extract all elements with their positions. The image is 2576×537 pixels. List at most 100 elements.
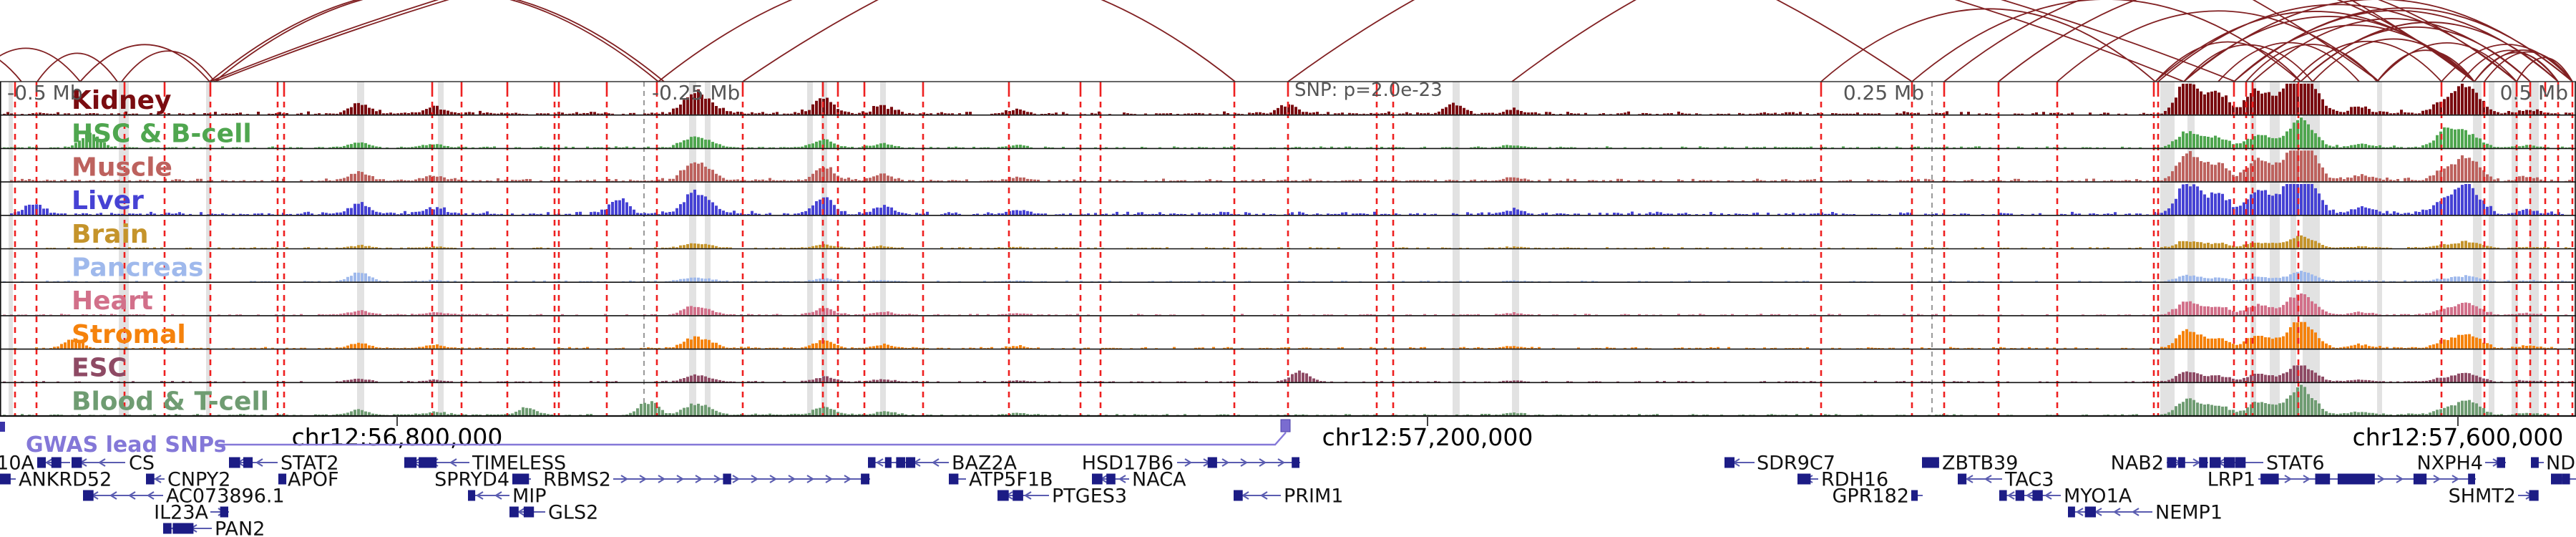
gene-stat6-exon [2210, 457, 2221, 468]
snp-dashed-lines [14, 91, 2574, 416]
gene-pan2-exon [183, 523, 194, 534]
ruler-label: 0.5 Mb [2500, 81, 2568, 105]
gene-timeless-label[interactable]: TIMELESS [472, 453, 566, 475]
gwas-lead-snps-label: GWAS lead SNPs [26, 432, 226, 458]
coordinate-label: chr12:57,200,000 [1322, 423, 1533, 451]
gene-ankrd52-label[interactable]: ANKRD52 [19, 469, 112, 491]
gene-tac3-arrows [1965, 475, 1992, 483]
gene-myo1a-label[interactable]: MYO1A [2064, 485, 2132, 508]
gene-apof-label[interactable]: APOF [288, 469, 339, 491]
gwas-lead-snp-marker[interactable] [1280, 419, 1291, 432]
gene-model-exon [2554, 473, 2562, 485]
signal-kidney [3, 83, 2571, 115]
gene-timeless-exon [419, 457, 427, 468]
gene-ndu-label[interactable]: NDU [2546, 453, 2576, 475]
gene-nxph4-exon [2497, 457, 2505, 468]
gene-nemp1-exon [2084, 506, 2096, 518]
gene-zbtb39-label[interactable]: ZBTB39 [1942, 453, 2018, 475]
gene-gls2-label[interactable]: GLS2 [548, 502, 598, 524]
gene-stat2-exon [243, 457, 253, 468]
gene-q10a-label[interactable]: Q10A [0, 453, 35, 475]
gene-nemp1-label[interactable]: NEMP1 [2155, 502, 2223, 524]
gene-gpr182-exon [1911, 490, 1918, 501]
gene-ptges3-exon [997, 490, 1009, 501]
gene-q10a-arrows [44, 458, 53, 467]
gene-shmt2-label[interactable]: SHMT2 [2449, 485, 2516, 508]
gene-lrp1-label[interactable]: LRP1 [2207, 469, 2255, 491]
gene-rdh16-exon [1801, 473, 1811, 485]
track-label-kidney: Kidney [72, 86, 172, 115]
gene-lrp1-exon [2418, 473, 2427, 485]
track-label-esc: ESC [72, 354, 127, 383]
gene-timeless-exon [409, 457, 417, 468]
gene-il23a-exon [220, 506, 228, 518]
gene-q10a-exon [37, 457, 46, 468]
ruler-label: -0.5 Mb [7, 81, 82, 105]
gene-prim1-exon [1234, 490, 1243, 501]
gene-stat6-label[interactable]: STAT6 [2266, 453, 2325, 475]
track-label-liver: Liver [72, 186, 144, 216]
track-label-stromal: Stromal [72, 320, 186, 349]
gene-ac073896-1-label[interactable]: AC073896.1 [166, 485, 285, 508]
ruler-label: 0.25 Mb [1843, 81, 1924, 105]
gene-baz2a-exon [884, 457, 892, 468]
gene-mip-exon [468, 490, 476, 501]
track-label-blood-t-cell: Blood & T-cell [72, 387, 269, 416]
gene-myo1a-exon [1999, 490, 2007, 501]
gene-tac3-label[interactable]: TAC3 [2004, 469, 2054, 491]
gene-rbms2-label[interactable]: RBMS2 [543, 469, 611, 491]
gene-stat2-label[interactable]: STAT2 [280, 453, 339, 475]
signal-pancreas [3, 271, 2571, 282]
gene-baz2a-arrows [875, 458, 940, 467]
gene-q10a-exon [52, 457, 59, 468]
gene-stat6-exon [2235, 457, 2246, 468]
gene-nab2-exon [2178, 457, 2185, 468]
gene-cs-label[interactable]: CS [129, 453, 155, 475]
gene-hsd17b6-label[interactable]: HSD17B6 [1082, 453, 1174, 475]
snp-pvalue-label: SNP: p=2.0e-23 [1294, 79, 1443, 101]
gene-nab2-label[interactable]: NAB2 [2111, 453, 2164, 475]
gene-cnpy2-arrows [153, 475, 162, 483]
gene-cs-exon [72, 457, 82, 468]
gene-mip-label[interactable]: MIP [512, 485, 547, 508]
gene-rbms2-exon [723, 473, 731, 485]
gene-lrp1-exon [2361, 473, 2372, 485]
ruler-label: -0.25 Mb [652, 81, 740, 105]
gene-rdh16-label[interactable]: RDH16 [1821, 469, 1888, 491]
gene-naca-label[interactable]: NACA [1132, 469, 1186, 491]
gene-gpr182-label[interactable]: GPR182 [1833, 485, 1910, 508]
gene-lrp1-exon [2413, 473, 2420, 485]
gene-spryd4-label[interactable]: SPRYD4 [434, 469, 509, 491]
gene-atp5f1b-exon [949, 473, 959, 485]
gene-nab2-exon [2199, 457, 2207, 468]
gene-baz2a-exon [896, 457, 905, 468]
gene-shmt2-exon [2531, 490, 2539, 501]
gene-nxph4-label[interactable]: NXPH4 [2417, 453, 2483, 475]
gene-baz2a-label[interactable]: BAZ2A [952, 453, 1018, 475]
gene-prim1-arrows [1241, 491, 1268, 500]
signal-hsc-b-cell [3, 117, 2571, 148]
gene-myo1a-exon [2032, 490, 2043, 501]
signal-esc [3, 365, 2571, 382]
gwas-lead-snp-marker[interactable] [0, 422, 5, 432]
gene-naca-exon [1106, 473, 1116, 485]
gwas-pointer-line [217, 432, 1287, 446]
gene-lrp1-exon [2315, 473, 2327, 485]
gene-prim1-label[interactable]: PRIM1 [1284, 485, 1343, 508]
gene-stat2-exon [230, 457, 240, 468]
track-label-brain: Brain [72, 220, 148, 249]
gene-lrp1-exon [2468, 473, 2475, 485]
gene-sdr9c7-label[interactable]: SDR9C7 [1757, 453, 1835, 475]
gene-lrp1-exon [2337, 473, 2345, 485]
gene-ptges3-label[interactable]: PTGES3 [1052, 485, 1127, 508]
gene-pan2-label[interactable]: PAN2 [215, 518, 265, 537]
gene-lrp1-exon [2351, 473, 2362, 485]
gene-spryd4-exon [512, 473, 523, 485]
gene-il23a-label[interactable]: IL23A [154, 502, 208, 524]
gene-naca-exon [1092, 473, 1103, 485]
gene-atp5f1b-label[interactable]: ATP5F1B [969, 469, 1053, 491]
gene-nab2-exon [2167, 457, 2177, 468]
signal-muscle [10, 150, 2571, 182]
gene-cnpy2-label[interactable]: CNPY2 [167, 469, 230, 491]
